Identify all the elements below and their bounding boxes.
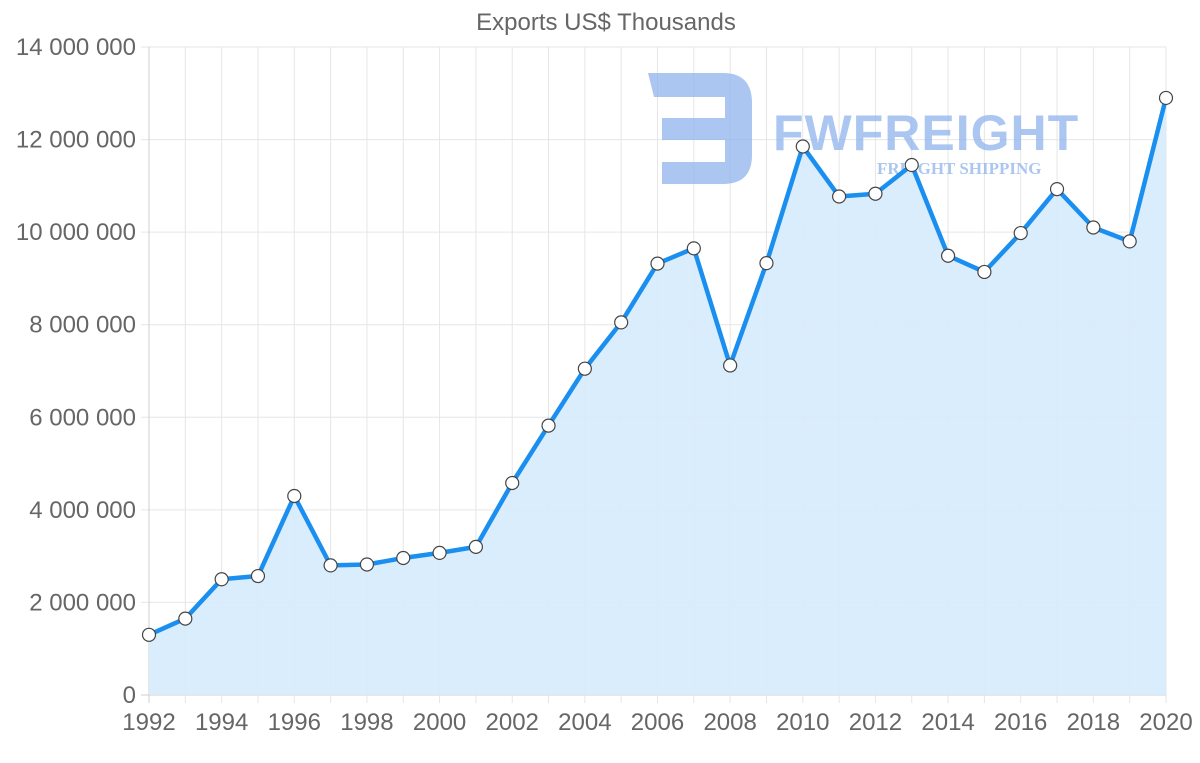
data-point[interactable] [141, 627, 157, 642]
data-point[interactable] [795, 139, 810, 154]
data-point[interactable] [832, 189, 847, 204]
x-tick-label: 2006 [631, 709, 684, 736]
data-point[interactable] [1086, 220, 1101, 235]
x-tick-label: 1998 [340, 709, 393, 736]
data-point[interactable] [723, 358, 738, 373]
watermark-brand: FWFREIGHT [773, 105, 1079, 161]
data-point[interactable] [214, 572, 229, 587]
y-axis-ticks: 0 2 000 000 4 000 000 6 000 000 8 000 000 10 … [16, 34, 136, 709]
series-area [149, 97, 1166, 695]
x-tick-label: 2018 [1067, 709, 1120, 736]
y-tick-label: 12 000 000 [16, 127, 136, 154]
data-point[interactable] [541, 418, 556, 433]
data-point[interactable] [650, 256, 665, 271]
x-tick-label: 2020 [1139, 709, 1192, 736]
watermark-logo: FWFREIGHT FREIGHT SHIPPING [648, 73, 1079, 184]
y-tick-label: 0 [123, 682, 136, 709]
x-tick-label: 1994 [195, 709, 248, 736]
data-point[interactable] [396, 550, 411, 566]
chart-title: Exports US$ Thousands [476, 9, 736, 36]
x-tick-label: 2010 [776, 709, 829, 736]
data-point[interactable] [323, 558, 338, 573]
data-point[interactable] [287, 488, 302, 504]
y-tick-label: 2 000 000 [29, 589, 136, 616]
data-point[interactable] [1049, 181, 1065, 197]
data-point[interactable] [686, 241, 701, 256]
data-point[interactable] [759, 256, 774, 271]
x-tick-label: 1996 [268, 709, 321, 736]
x-tick-label: 2000 [413, 709, 466, 736]
y-tick-label: 6 000 000 [29, 404, 136, 431]
data-point[interactable] [1158, 90, 1174, 106]
x-tick-label: 2004 [558, 709, 611, 736]
data-point[interactable] [977, 264, 992, 280]
x-tick-label: 2008 [703, 709, 756, 736]
data-point[interactable] [1013, 225, 1028, 241]
y-tick-label: 14 000 000 [16, 34, 136, 61]
y-tick-label: 8 000 000 [29, 312, 136, 339]
data-point[interactable] [468, 539, 483, 554]
y-tick-label: 10 000 000 [16, 219, 136, 246]
x-tick-label: 2014 [921, 709, 974, 736]
data-point[interactable] [250, 568, 266, 584]
watermark-logo-icon [648, 73, 752, 184]
data-point[interactable] [940, 248, 956, 263]
data-points [141, 90, 1174, 642]
x-tick-label: 2002 [486, 709, 539, 736]
data-point[interactable] [359, 557, 375, 572]
data-point[interactable] [868, 186, 883, 201]
x-tick-label: 2016 [994, 709, 1047, 736]
y-tick-label: 4 000 000 [29, 497, 136, 524]
x-tick-label: 1992 [122, 709, 175, 736]
data-point[interactable] [904, 157, 919, 173]
data-point[interactable] [505, 475, 520, 491]
data-point[interactable] [1122, 234, 1137, 249]
data-point[interactable] [614, 315, 629, 330]
data-point[interactable] [577, 361, 592, 376]
x-axis-ticks: 1992 1994 1996 1998 2000 2002 2004 2006 2008 2010… [122, 709, 1192, 736]
data-point[interactable] [178, 611, 193, 626]
data-point[interactable] [432, 545, 447, 561]
x-tick-label: 2012 [849, 709, 902, 736]
